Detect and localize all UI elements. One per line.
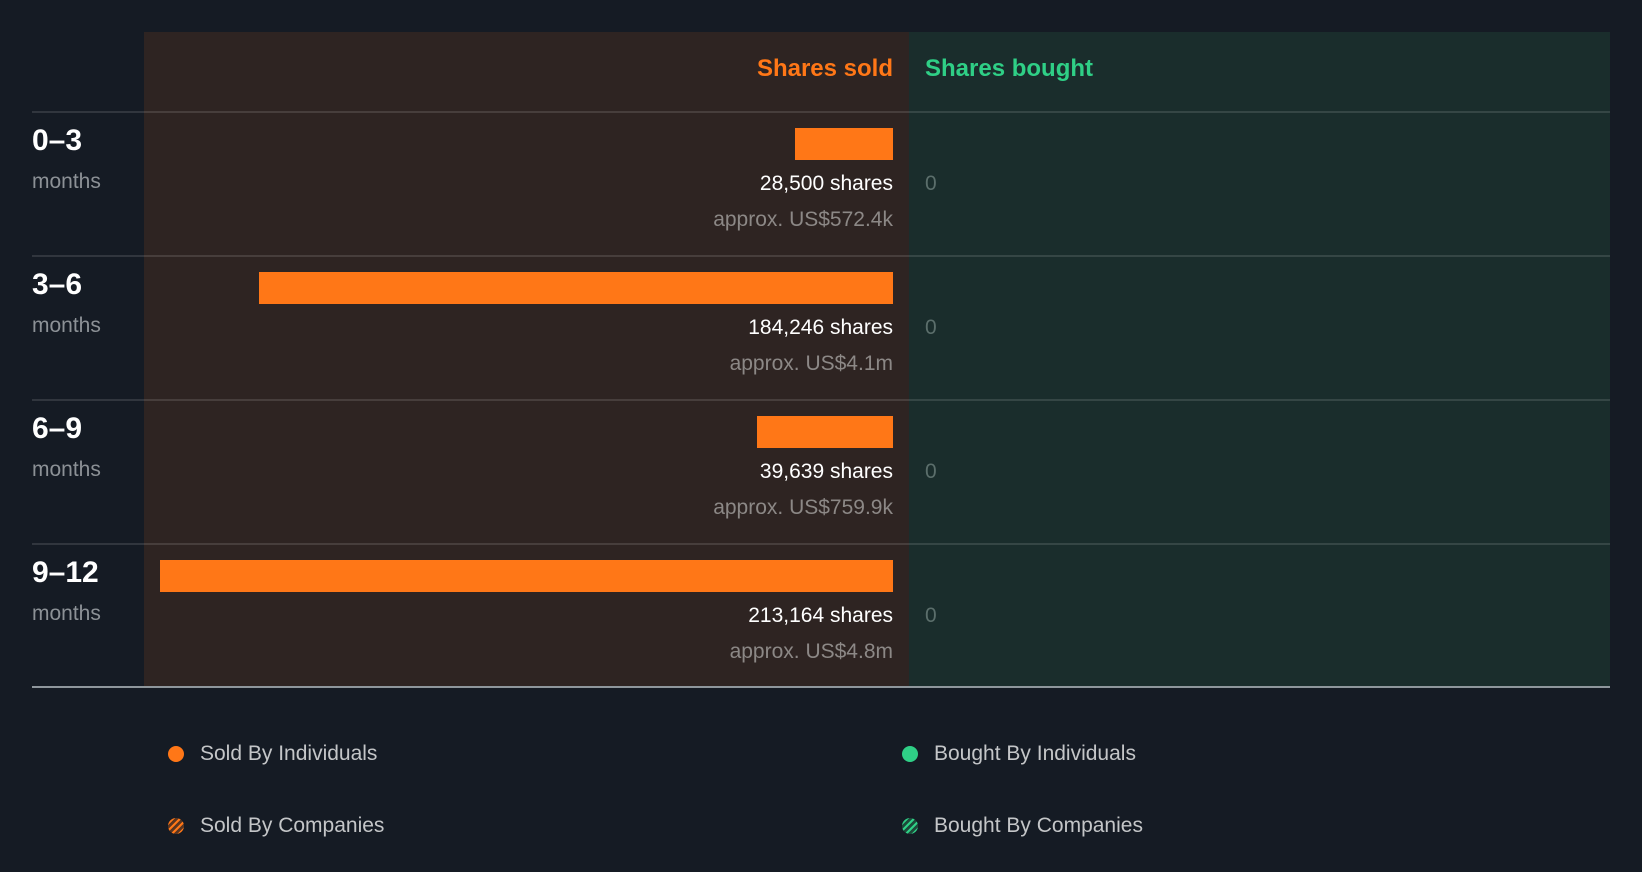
legend-bought-companies[interactable]: Bought By Companies [902,814,1143,838]
legend-bought-individuals[interactable]: Bought By Individuals [902,742,1136,766]
period-unit: months [32,170,101,193]
sold-approx-value: approx. US$4.1m [729,352,893,375]
sold-shares-count: 184,246 shares [748,316,893,339]
period-unit: months [32,458,101,481]
period-row-0-3: 0–3 months 28,500 shares approx. US$572.… [0,112,1642,256]
legend-label: Bought By Individuals [934,742,1136,765]
sold-bar[interactable] [795,128,893,160]
sold-approx-value: approx. US$572.4k [713,208,893,231]
sold-shares-count: 28,500 shares [759,172,893,195]
period-range: 9–12 [32,556,99,589]
legend-sold-companies[interactable]: Sold By Companies [168,814,384,838]
sold-shares-count: 213,164 shares [748,604,893,627]
green-dot-icon [902,746,918,762]
sold-shares-count: 39,639 shares [759,460,893,483]
bought-shares-count: 0 [925,460,937,483]
period-range: 3–6 [32,268,83,301]
shares-bought-header: Shares bought [925,55,1094,82]
sold-approx-value: approx. US$4.8m [729,640,893,663]
period-row-3-6: 3–6 months 184,246 shares approx. US$4.1… [0,256,1642,400]
shares-sold-header: Shares sold [756,55,893,82]
row-divider [32,543,1610,545]
period-row-6-9: 6–9 months 39,639 shares approx. US$759.… [0,400,1642,544]
row-divider [32,111,1610,113]
shares-bought-panel [909,32,1610,687]
sold-bar[interactable] [757,416,893,448]
legend-label: Bought By Companies [934,814,1143,837]
orange-striped-dot-icon [168,818,184,834]
sold-bar[interactable] [160,560,893,592]
bought-shares-count: 0 [925,316,937,339]
chart-baseline [32,686,1610,688]
green-striped-dot-icon [902,818,918,834]
row-divider [32,399,1610,401]
sold-approx-value: approx. US$759.9k [713,496,893,519]
sold-bar[interactable] [259,272,893,304]
period-row-9-12: 9–12 months 213,164 shares approx. US$4.… [0,544,1642,688]
period-unit: months [32,602,101,625]
row-divider [32,255,1610,257]
period-unit: months [32,314,101,337]
legend-label: Sold By Individuals [200,742,378,765]
bought-shares-count: 0 [925,604,937,627]
legend-label: Sold By Companies [200,814,385,837]
orange-dot-icon [168,746,184,762]
bought-shares-count: 0 [925,172,937,195]
period-range: 6–9 [32,412,83,445]
period-range: 0–3 [32,124,83,157]
legend-sold-individuals[interactable]: Sold By Individuals [168,742,377,766]
